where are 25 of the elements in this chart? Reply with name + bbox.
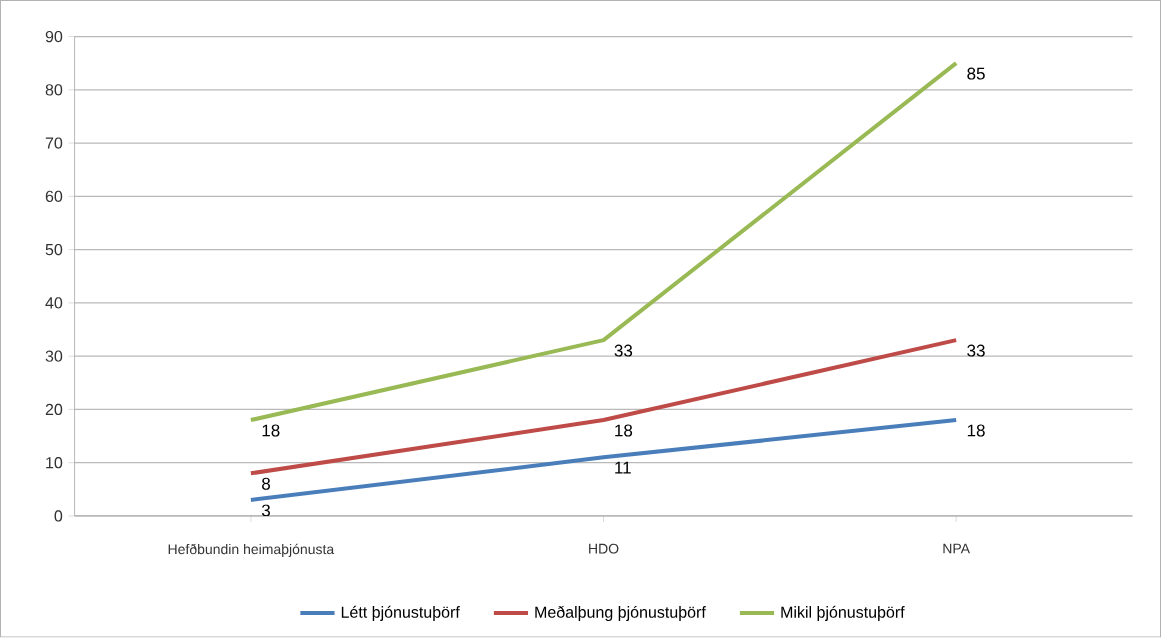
legend-label: Létt þjónustuþörf xyxy=(341,606,460,622)
y-tick-label: 20 xyxy=(45,403,63,416)
y-tick-label: 60 xyxy=(45,190,63,203)
y-tick-label: 40 xyxy=(45,297,63,309)
x-tick-label: NPA xyxy=(943,543,971,554)
data-label: 18 xyxy=(262,424,280,437)
y-tick-label: 70 xyxy=(45,137,63,149)
y-tick-label: 10 xyxy=(46,457,63,469)
data-label: 11 xyxy=(615,461,631,474)
legend-label: Meðalþung þjónustuþörf xyxy=(535,606,706,622)
data-label: 33 xyxy=(967,344,985,357)
x-tick-label: HDO xyxy=(589,543,619,554)
y-tick-label: 90 xyxy=(45,31,63,43)
data-label: 18 xyxy=(967,424,985,437)
data-label: 33 xyxy=(614,344,633,357)
legend-label: Mikil þjónustuþörf xyxy=(781,606,905,622)
data-label: 85 xyxy=(967,67,985,80)
data-label: 8 xyxy=(262,477,271,490)
y-tick-label: 0 xyxy=(54,510,63,522)
y-tick-label: 80 xyxy=(45,84,63,96)
y-tick-label: 50 xyxy=(45,244,63,256)
y-tick-label: 30 xyxy=(45,350,63,363)
data-label: 3 xyxy=(261,504,271,517)
x-tick-label: Hefðbundin heimaþjónusta xyxy=(168,543,335,558)
data-label: 18 xyxy=(615,424,633,437)
